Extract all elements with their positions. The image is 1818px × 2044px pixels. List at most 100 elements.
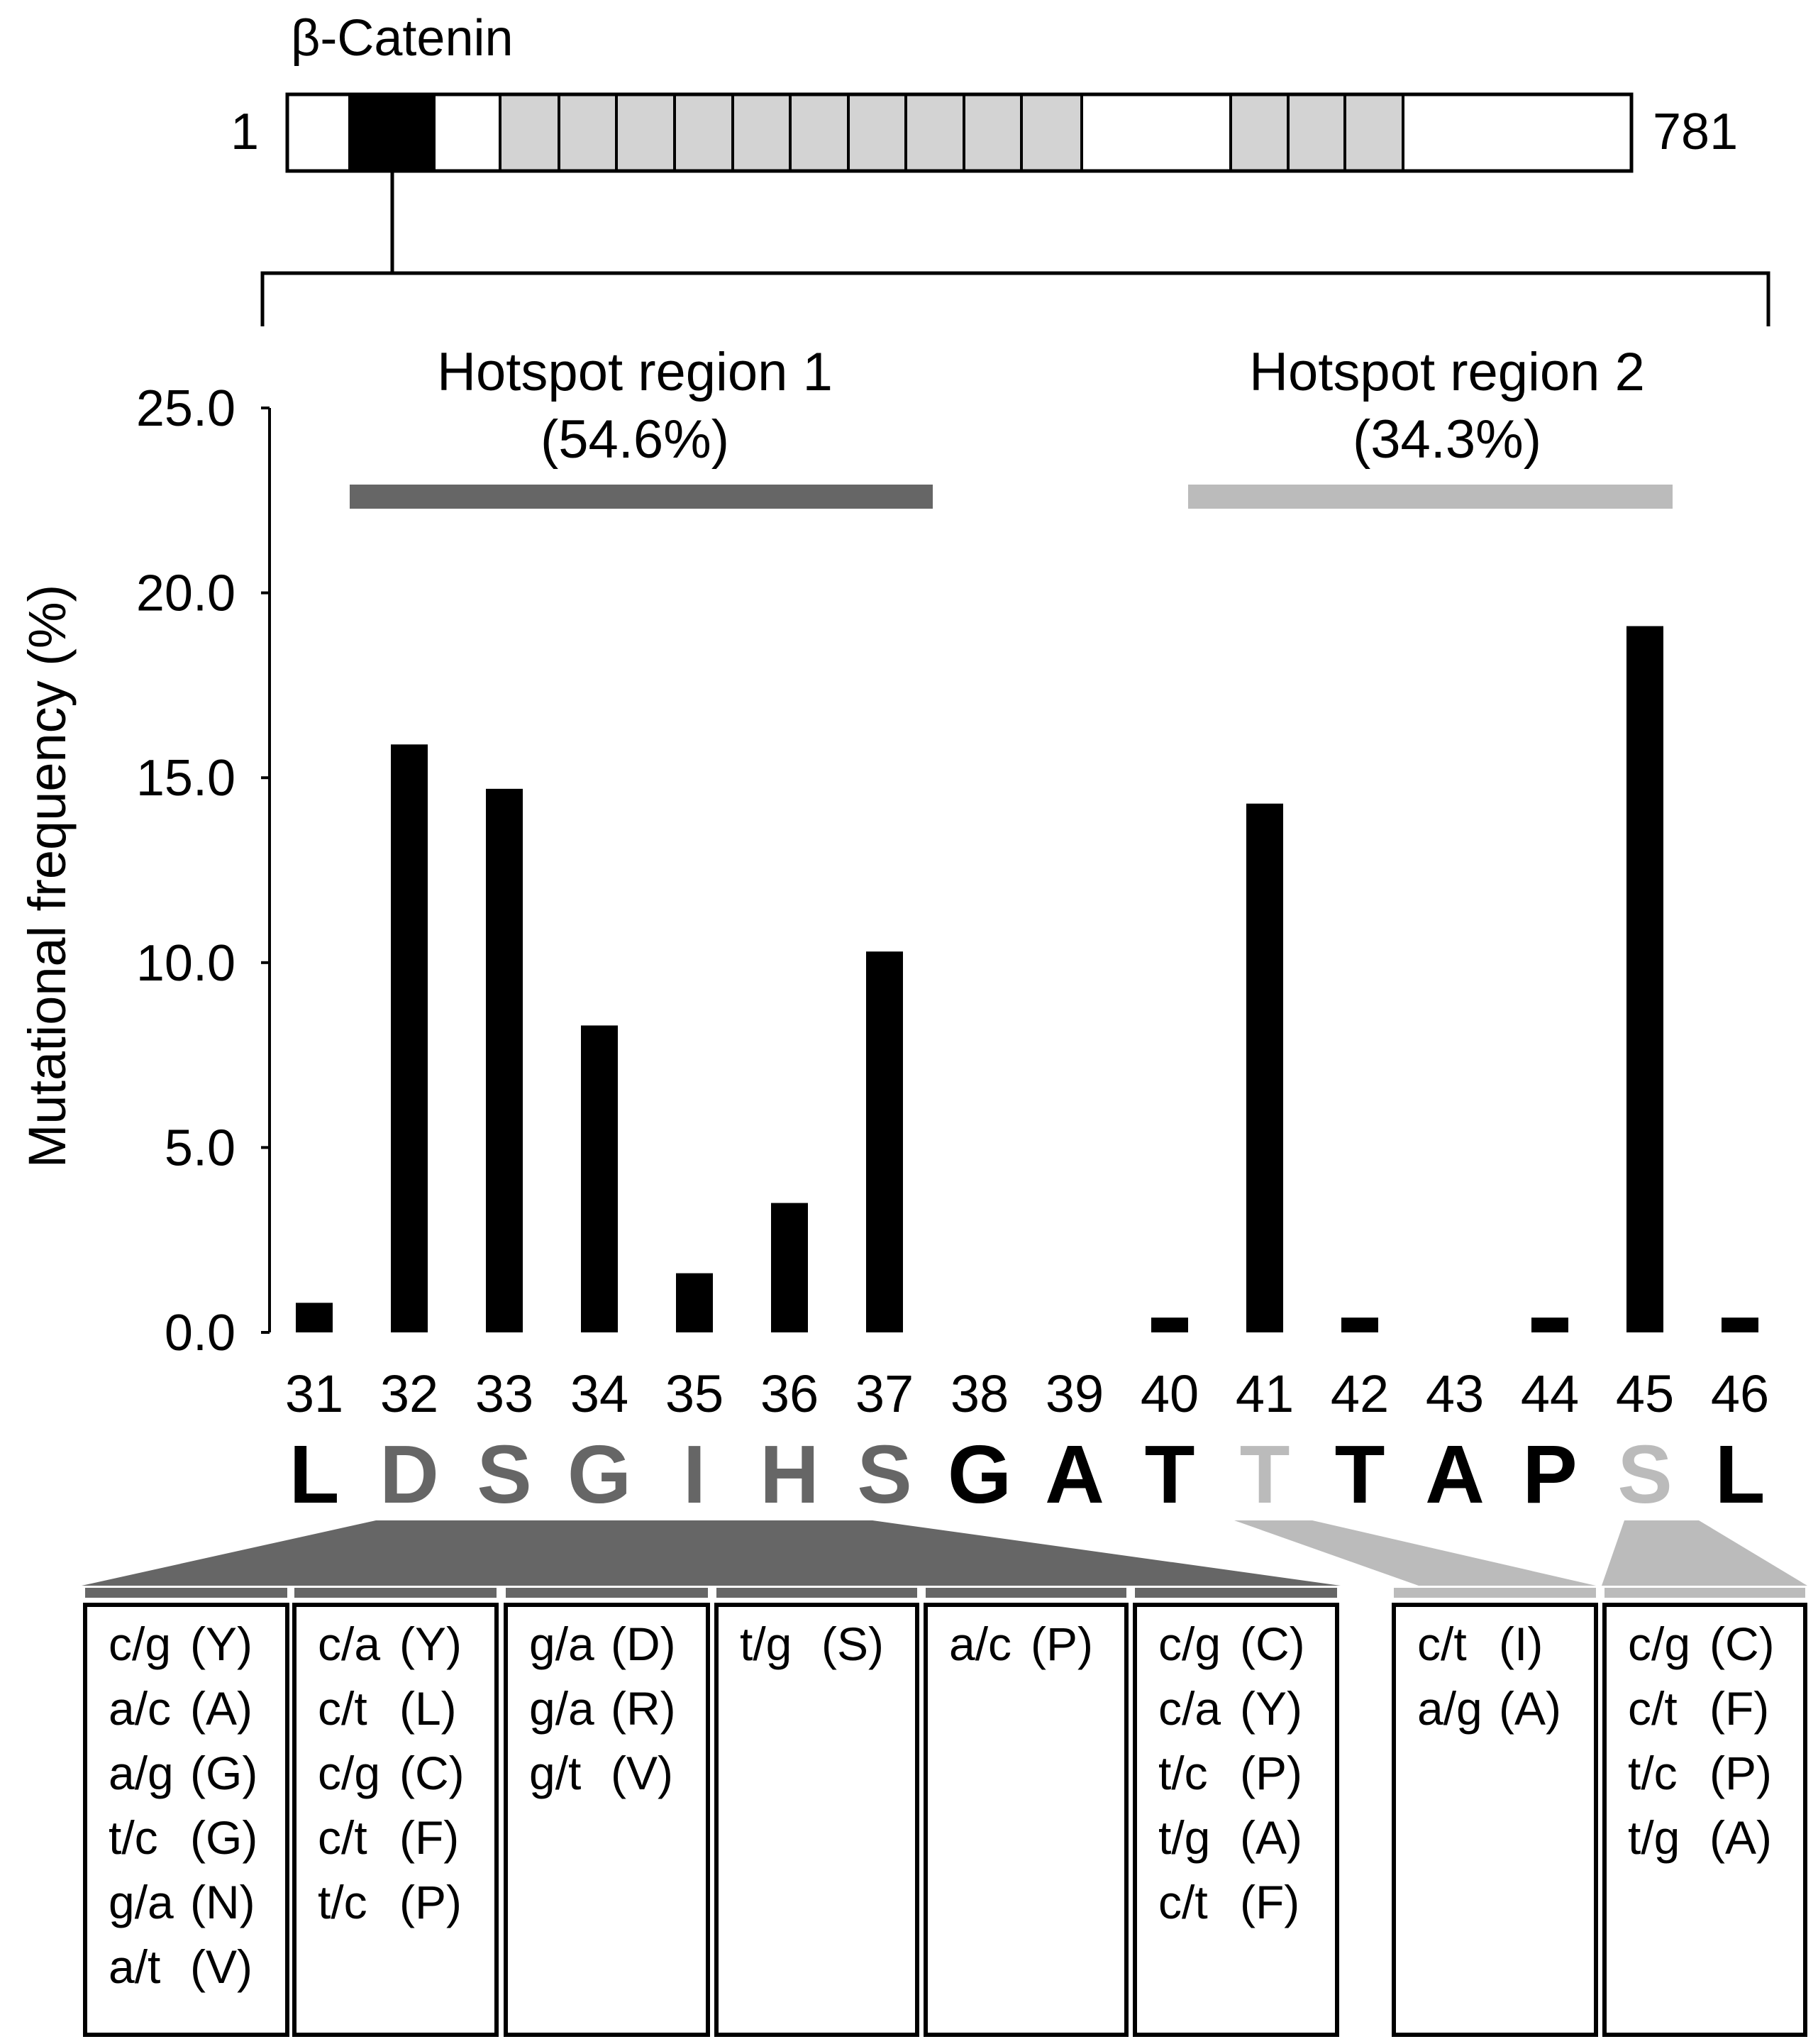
mutation-amino-acid: (F)	[399, 1811, 459, 1864]
x-tick-label: 38	[950, 1364, 1009, 1423]
residue-letter: T	[1335, 1428, 1385, 1520]
bar-residue-31	[296, 1303, 333, 1332]
mutation-substitution: g/a	[529, 1682, 594, 1735]
mutation-box-1	[83, 1603, 289, 2037]
protein-domain-segment	[789, 93, 850, 172]
residue-letter: G	[567, 1428, 631, 1520]
mutation-substitution: g/a	[109, 1876, 174, 1928]
x-tick-label: 42	[1331, 1364, 1389, 1423]
y-tick-label: 25.0	[136, 380, 235, 437]
hotspot-regions: Hotspot region 1 (54.6%) Hotspot region 2 (…	[350, 342, 1673, 509]
hotspot-label-1: Hotspot region 1	[437, 342, 833, 402]
mutation-substitution: a/c	[109, 1682, 171, 1735]
mutation-substitution: t/g	[740, 1618, 792, 1670]
mutation-box-cap	[1394, 1588, 1596, 1598]
x-tick-labels: 31 32 33 34 35 36 37 38 39 40 41 42 43 44 45 46	[285, 1364, 1769, 1423]
mutation-substitution: t/c	[1158, 1747, 1208, 1799]
bar-residue-37	[866, 951, 903, 1332]
protein-domain-segment	[286, 93, 351, 172]
x-tick-label: 34	[570, 1364, 628, 1423]
residue-letter: G	[948, 1428, 1011, 1520]
mutation-amino-acid: (L)	[399, 1682, 457, 1735]
bar-residue-36	[771, 1203, 808, 1332]
x-tick-label: 46	[1711, 1364, 1769, 1423]
protein-domain-segment	[1229, 93, 1290, 172]
mutation-box-8	[1602, 1603, 1807, 2037]
residue-letter: D	[379, 1428, 439, 1520]
mutation-substitution: t/g	[1628, 1811, 1680, 1864]
x-tick-label: 43	[1426, 1364, 1484, 1423]
mutation-box-cap	[294, 1588, 497, 1598]
x-tick-label: 41	[1236, 1364, 1294, 1423]
mutation-box-cap	[85, 1588, 287, 1598]
mutation-substitution: a/t	[109, 1940, 160, 1993]
mutation-substitution: a/c	[949, 1618, 1011, 1670]
x-tick-label: 39	[1046, 1364, 1104, 1423]
y-tick-label: 5.0	[165, 1120, 235, 1176]
mutation-substitution: a/g	[1417, 1682, 1482, 1735]
mutation-substitution: c/g	[109, 1618, 171, 1670]
mutation-amino-acid: (A)	[1709, 1811, 1772, 1864]
mutation-amino-acid: (A)	[1499, 1682, 1561, 1735]
protein-domain-segment	[673, 93, 734, 172]
mutation-box-3	[504, 1603, 710, 2037]
mutation-substitution: a/g	[109, 1747, 174, 1799]
hotspot-percent-1: (54.6%)	[541, 409, 729, 470]
mutation-substitution: c/g	[1628, 1618, 1690, 1670]
residue-letter: T	[1240, 1428, 1290, 1520]
mutation-substitution: c/a	[1158, 1682, 1221, 1735]
y-tick-label: 10.0	[136, 935, 235, 992]
mutation-amino-acid: (R)	[611, 1682, 676, 1735]
protein-end-label: 781	[1653, 104, 1738, 160]
protein-start-label: 1	[231, 104, 259, 160]
bar-residue-44	[1531, 1317, 1568, 1332]
mutation-amino-acid: (C)	[399, 1747, 465, 1799]
residue-letter: S	[477, 1428, 531, 1520]
protein-domain-segment	[847, 93, 907, 172]
mutation-box-5	[924, 1603, 1129, 2037]
mutation-substitution: c/t	[1417, 1618, 1467, 1670]
protein-domains	[286, 93, 1633, 172]
mutation-substitution: c/t	[1158, 1876, 1208, 1928]
bar-residue-46	[1722, 1317, 1758, 1332]
mutation-box-cap	[1604, 1588, 1805, 1598]
hotspot-label-2: Hotspot region 2	[1249, 342, 1645, 402]
protein-domain-segment	[963, 93, 1023, 172]
mutation-amino-acid: (N)	[190, 1876, 255, 1928]
mutation-substitution: t/c	[109, 1811, 158, 1864]
protein-domain-segment	[1080, 93, 1232, 172]
mutation-amino-acid: (A)	[190, 1682, 253, 1735]
expansion-wedges	[82, 1520, 1807, 1586]
mutation-amino-acid: (D)	[611, 1618, 676, 1670]
mutation-substitution: t/c	[318, 1876, 367, 1928]
mutation-amino-acid: (Y)	[1240, 1682, 1302, 1735]
protein-name: β-Catenin	[291, 10, 514, 67]
mutation-box-7	[1392, 1603, 1598, 2037]
mutation-amino-acid: (P)	[1709, 1747, 1772, 1799]
residue-letter: A	[1425, 1428, 1485, 1520]
mutation-box-cap	[926, 1588, 1126, 1598]
mutation-box-6	[1133, 1603, 1339, 2037]
x-tick-label: 44	[1521, 1364, 1579, 1423]
mutation-box-cap	[716, 1588, 917, 1598]
residue-letter: P	[1522, 1428, 1577, 1520]
protein-domain-segment	[1402, 93, 1633, 172]
protein-domain-segment	[1020, 93, 1083, 172]
mutation-amino-acid: (P)	[1031, 1618, 1093, 1670]
mutation-amino-acid: (F)	[1240, 1876, 1299, 1928]
mutation-amino-acid: (Y)	[190, 1618, 253, 1670]
residue-letter: L	[289, 1428, 340, 1520]
protein-domain-segment	[558, 93, 618, 172]
y-tick-label: 15.0	[136, 750, 235, 807]
protein-bar-outline	[285, 92, 1634, 173]
bar-residue-40	[1151, 1317, 1188, 1332]
mutation-amino-acid: (I)	[1499, 1618, 1543, 1670]
mutation-amino-acid: (G)	[190, 1811, 257, 1864]
mutation-substitution: t/c	[1628, 1747, 1678, 1799]
mutation-substitution: c/g	[318, 1747, 380, 1799]
mutation-substitution: g/a	[529, 1618, 594, 1670]
residue-letter: S	[1617, 1428, 1672, 1520]
hotspot-percent-2: (34.3%)	[1353, 409, 1541, 470]
residue-letter: L	[1715, 1428, 1766, 1520]
